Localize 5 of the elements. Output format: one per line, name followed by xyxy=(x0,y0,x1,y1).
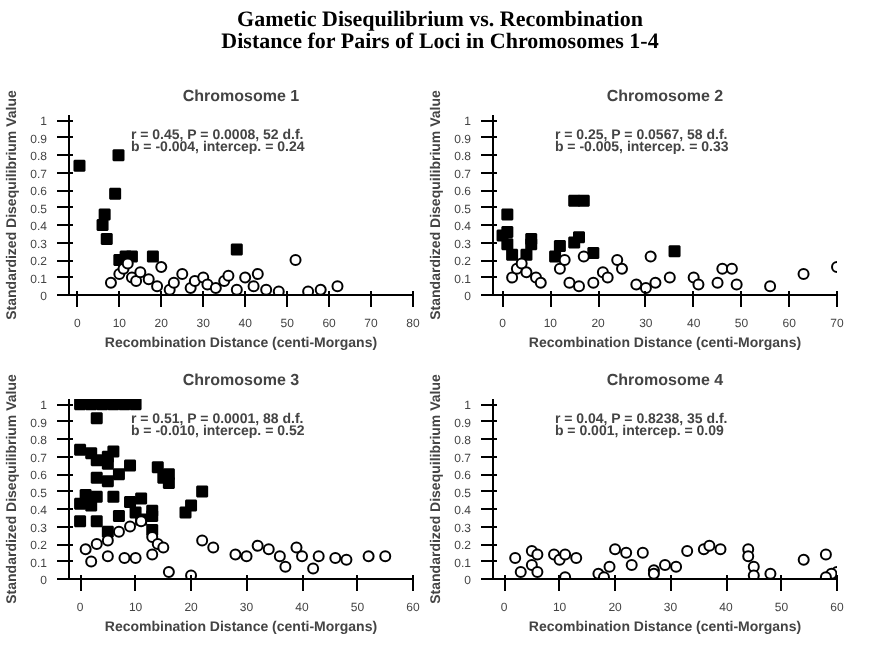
chart-title: Chromosome 4 xyxy=(606,371,725,389)
chart-title: Chromosome 3 xyxy=(182,371,301,389)
chart-title: Gametic Disequilibrium vs. Recombination Distance for Pairs of Loci in Chromosomes 1-4 xyxy=(219,8,661,54)
chart-subtitle: Chromosome 1 xyxy=(182,87,301,105)
chart-title: Chromosome 2 xyxy=(606,87,725,105)
